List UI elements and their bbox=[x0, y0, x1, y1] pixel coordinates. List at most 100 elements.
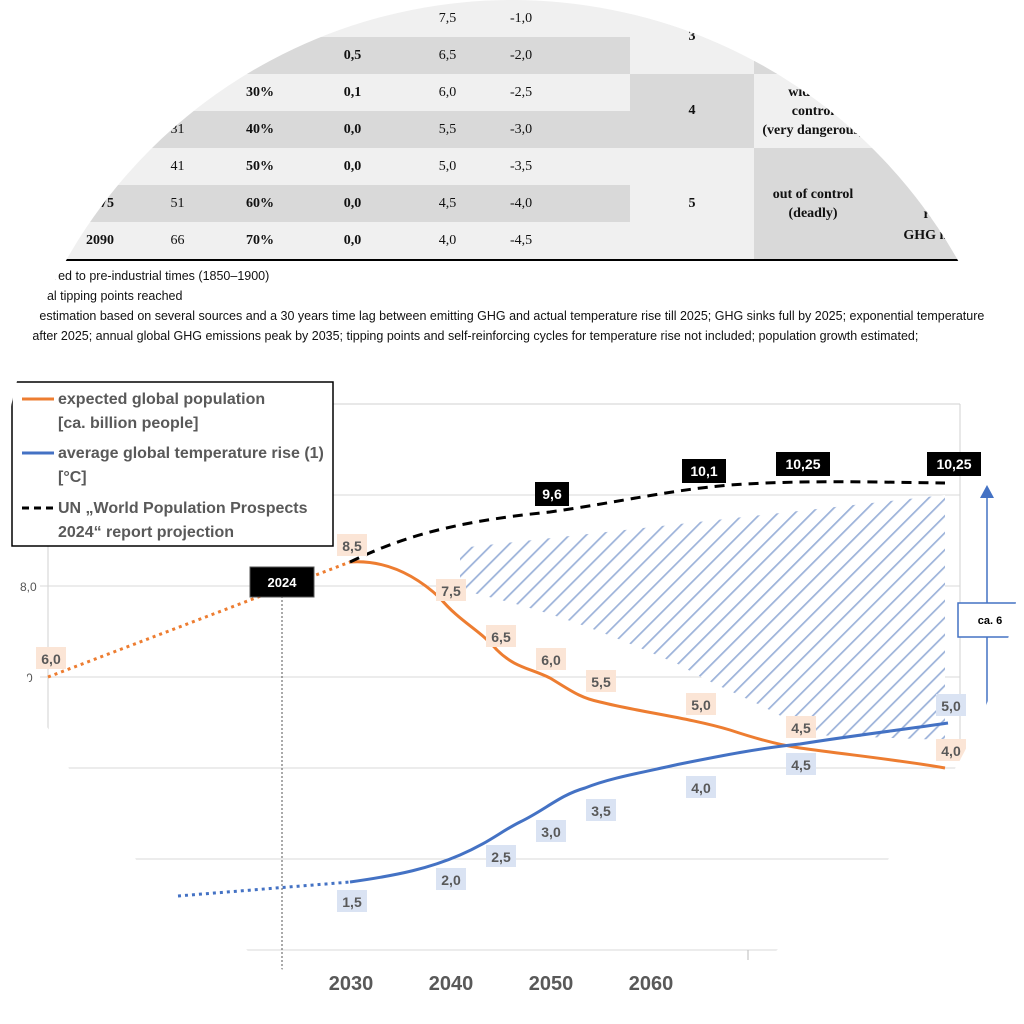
population-label-bg bbox=[936, 739, 966, 761]
un-data-label: 9,6 bbox=[542, 486, 562, 502]
y-tick-label: 8,0 bbox=[20, 580, 37, 594]
table-cell: -4,5 bbox=[510, 232, 533, 248]
status-line: out of control bbox=[772, 186, 854, 202]
action-line: ra bbox=[952, 164, 966, 180]
table-cell: 0,0 bbox=[343, 158, 362, 174]
table-row: 20% 0,5 6,5 -2,0 bbox=[0, 37, 972, 74]
action-line: GHG nece bbox=[903, 227, 966, 243]
temperature-data-label: 2,5 bbox=[491, 849, 511, 865]
un-projection-data-labels: 9,6 10,1 10,25 10,25 bbox=[535, 452, 981, 506]
population-historic-line bbox=[47, 560, 351, 679]
status-line: (deadly) bbox=[788, 205, 838, 221]
population-data-label: 6,0 bbox=[41, 651, 61, 667]
table-cell bbox=[754, 0, 872, 37]
population-label-bg bbox=[436, 579, 466, 601]
level-cell: 3 bbox=[630, 0, 754, 74]
right-box bbox=[957, 602, 1024, 638]
status-cell: out of control (deadly) bbox=[754, 148, 872, 260]
table-cell: 6,5 bbox=[438, 47, 457, 63]
action-line: sign bbox=[941, 185, 966, 201]
legend-label-un: UN „World Population Prospects bbox=[58, 500, 308, 517]
table-cell: 4,5 bbox=[438, 195, 457, 211]
population-label-bg bbox=[36, 647, 66, 669]
right-box-label: ca. 6 bbox=[978, 615, 1002, 627]
un-label-bg bbox=[535, 482, 569, 506]
population-label-bg bbox=[486, 625, 516, 647]
status-cell: widely o control (very dangerous) bbox=[754, 74, 872, 148]
status-line: (very dangerous) bbox=[762, 122, 864, 138]
population-label-bg bbox=[686, 693, 716, 715]
table-row: 1,0 7,5 -1,0 3 bbox=[0, 0, 972, 74]
population-data-label: 6,0 bbox=[541, 652, 561, 668]
temperature-data-label: 4,0 bbox=[691, 780, 711, 796]
un-data-label: 10,25 bbox=[936, 456, 971, 472]
table-cell: 60% bbox=[246, 195, 274, 211]
table-cell bbox=[872, 74, 972, 148]
population-label-bg bbox=[586, 670, 616, 692]
table-cell: 0,0 bbox=[343, 195, 362, 211]
temperature-data-labels: 1,5 2,0 2,5 3,0 3,5 4,0 4,5 5,0 bbox=[337, 694, 966, 912]
table-cell: 0,0 bbox=[343, 232, 362, 248]
table-cell bbox=[872, 0, 972, 37]
table-cell: 20% bbox=[246, 47, 274, 63]
population-data-label: 5,0 bbox=[691, 697, 711, 713]
legend-label-population: expected global population bbox=[58, 391, 265, 408]
population-label-bg bbox=[337, 534, 367, 556]
table-cell: -3,5 bbox=[510, 158, 533, 174]
table-cell: 7,5 bbox=[438, 10, 457, 26]
footnotes: pared to pre-industrial times (1850–1900… bbox=[0, 266, 984, 346]
un-projection-line bbox=[349, 480, 946, 564]
marker-2024-label: 2024 bbox=[268, 575, 298, 590]
table-cell: 66 bbox=[170, 232, 185, 248]
temperature-label-bg bbox=[536, 820, 566, 842]
footnote: pared to pre-industrial times (1850–1900… bbox=[40, 269, 270, 283]
table-cell: 2075 bbox=[86, 195, 114, 211]
temperature-data-label: 4,5 bbox=[791, 757, 811, 773]
table-cell: -4,0 bbox=[510, 195, 533, 211]
un-label-bg bbox=[682, 459, 726, 483]
table-cell: 0,5 bbox=[343, 47, 362, 63]
table-cell: 0,1 bbox=[343, 84, 362, 100]
status-line: control bbox=[791, 103, 835, 119]
legend: expected global population [ca. billion … bbox=[11, 381, 334, 547]
temperature-data-label: 3,0 bbox=[541, 824, 561, 840]
population-data-labels: 6,0 8,5 7,5 6,5 6,0 5,5 5,0 4,5 4,0 bbox=[36, 534, 966, 761]
un-data-label: 10,1 bbox=[690, 463, 717, 479]
population-label-bg bbox=[536, 648, 566, 670]
un-label-bg bbox=[776, 452, 830, 476]
table-row: 2065 41 50% 0,0 5,0 -3,5 5 out of contro… bbox=[0, 148, 972, 260]
table-cell: 70% bbox=[246, 232, 274, 248]
table-row: 26 30% 0,1 6,0 -2,5 4 widely o control (… bbox=[0, 74, 972, 148]
temperature-label-bg bbox=[686, 776, 716, 798]
footnote: bal tipping points reached bbox=[40, 289, 183, 303]
table-cell: 31 bbox=[170, 121, 185, 137]
un-data-label: 10,25 bbox=[785, 456, 820, 472]
table-cell bbox=[872, 37, 972, 74]
table-cell: 4,0 bbox=[438, 232, 457, 248]
temperature-data-label: 3,5 bbox=[591, 803, 611, 819]
table-cell: -2,5 bbox=[510, 84, 533, 100]
table-cell: 6,0 bbox=[438, 84, 457, 100]
action-line: reducti bbox=[923, 206, 966, 222]
action-cell: ra sign reducti GHG nece bbox=[872, 148, 972, 260]
legend-box bbox=[11, 381, 334, 547]
table-cell bbox=[754, 37, 872, 74]
table-cell: 40% bbox=[246, 121, 274, 137]
table-cell: -1,0 bbox=[510, 10, 533, 26]
status-line: widely o bbox=[788, 84, 838, 100]
temperature-label-bg bbox=[436, 868, 466, 890]
marker-2024-box bbox=[249, 566, 315, 598]
temperature-data-label: 5,0 bbox=[941, 698, 961, 714]
table-cell: 5,5 bbox=[438, 121, 457, 137]
footnote: gh estimation based on several sources a… bbox=[22, 309, 985, 323]
temperature-label-bg bbox=[586, 799, 616, 821]
legend-label-un-line2: 2024“ report projection bbox=[58, 524, 234, 541]
table-cell: 26 bbox=[170, 84, 185, 100]
un-label-bg bbox=[927, 452, 981, 476]
level-cell: 4 bbox=[630, 74, 754, 148]
table-cell: 2055 bbox=[86, 121, 114, 137]
table-cell: 1,0 bbox=[343, 10, 362, 26]
temperature-label-bg bbox=[786, 753, 816, 775]
temperature-label-bg bbox=[337, 890, 367, 912]
